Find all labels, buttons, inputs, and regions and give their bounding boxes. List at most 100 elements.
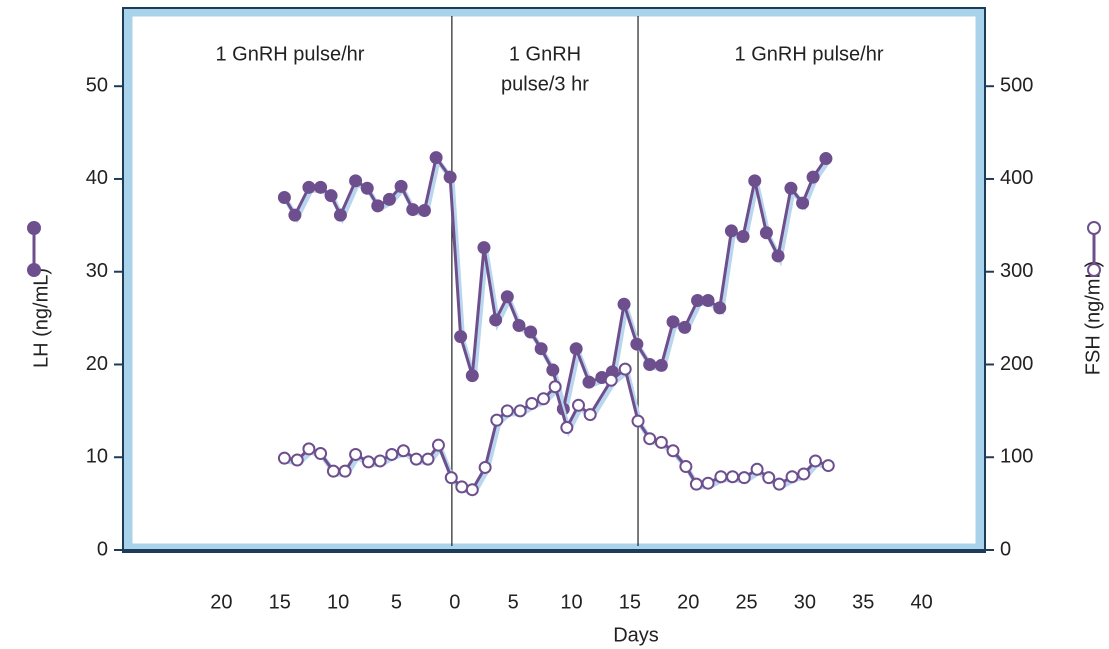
point bbox=[678, 320, 692, 334]
x-tick-label: 40 bbox=[911, 591, 933, 613]
y2-axis-label: FSH (ng/mL) bbox=[1082, 261, 1104, 375]
point bbox=[572, 398, 586, 412]
point bbox=[477, 241, 491, 255]
point bbox=[750, 462, 764, 476]
point bbox=[500, 290, 514, 304]
point bbox=[548, 380, 562, 394]
point bbox=[385, 447, 399, 461]
x-tick-label: 10 bbox=[560, 591, 582, 613]
point bbox=[819, 152, 833, 166]
point bbox=[797, 467, 811, 481]
point bbox=[465, 483, 479, 497]
point bbox=[643, 357, 657, 371]
point bbox=[546, 363, 560, 377]
y-axis-label: LH (ng/mL) bbox=[30, 268, 52, 368]
y-tick-label: 50 bbox=[86, 74, 108, 96]
y2-tick-label: 100 bbox=[1000, 446, 1033, 468]
point bbox=[796, 196, 810, 210]
point bbox=[455, 480, 469, 494]
x-tick-label: 0 bbox=[449, 591, 460, 613]
x-tick-label: 5 bbox=[508, 591, 519, 613]
point bbox=[643, 432, 657, 446]
point bbox=[443, 170, 457, 184]
legend-icon bbox=[1087, 263, 1101, 277]
x-tick-label: 15 bbox=[619, 591, 641, 613]
point bbox=[736, 229, 750, 243]
point bbox=[560, 421, 574, 435]
point bbox=[689, 477, 703, 491]
point bbox=[536, 392, 550, 406]
point bbox=[454, 330, 468, 344]
point bbox=[525, 396, 539, 410]
point bbox=[349, 447, 363, 461]
point bbox=[333, 208, 347, 222]
point bbox=[394, 179, 408, 193]
x-axis-label: Days bbox=[613, 624, 659, 646]
point bbox=[490, 413, 504, 427]
point bbox=[691, 293, 705, 307]
y-tick-label: 10 bbox=[86, 446, 108, 468]
point bbox=[324, 189, 338, 203]
point bbox=[771, 249, 785, 263]
point bbox=[617, 297, 631, 311]
phase-label: 1 GnRH bbox=[509, 43, 581, 65]
point bbox=[654, 358, 668, 372]
point bbox=[748, 174, 762, 188]
point bbox=[714, 470, 728, 484]
y-tick-label: 20 bbox=[86, 353, 108, 375]
phase-label: 1 GnRH pulse/hr bbox=[735, 43, 884, 65]
point bbox=[534, 342, 548, 356]
point bbox=[604, 373, 618, 387]
point bbox=[666, 315, 680, 329]
phase-label: pulse/3 hr bbox=[501, 73, 589, 95]
point bbox=[277, 191, 291, 205]
point bbox=[583, 408, 597, 422]
point bbox=[618, 362, 632, 376]
y2-tick-label: 300 bbox=[1000, 260, 1033, 282]
x-tick-label: 10 bbox=[327, 591, 349, 613]
y2-tick-label: 0 bbox=[1000, 538, 1011, 560]
y-tick-label: 30 bbox=[86, 260, 108, 282]
point bbox=[444, 471, 458, 485]
plot-frame-outline bbox=[122, 7, 986, 553]
point bbox=[821, 459, 835, 473]
point bbox=[360, 181, 374, 195]
point bbox=[314, 180, 328, 194]
point bbox=[302, 180, 316, 194]
point bbox=[512, 319, 526, 333]
phase-label: 1 GnRH pulse/hr bbox=[215, 43, 364, 65]
point bbox=[569, 342, 583, 356]
point bbox=[582, 375, 596, 389]
point bbox=[349, 174, 363, 188]
point bbox=[288, 208, 302, 222]
x-tick-label: 5 bbox=[391, 591, 402, 613]
point bbox=[785, 470, 799, 484]
point bbox=[396, 444, 410, 458]
point bbox=[737, 471, 751, 485]
x-tick-label: 25 bbox=[735, 591, 757, 613]
point bbox=[808, 454, 822, 468]
point bbox=[371, 199, 385, 213]
point bbox=[679, 460, 693, 474]
point bbox=[701, 293, 715, 307]
point bbox=[631, 414, 645, 428]
point bbox=[713, 301, 727, 315]
point bbox=[429, 151, 443, 165]
point bbox=[431, 438, 445, 452]
point bbox=[361, 455, 375, 469]
point bbox=[314, 447, 328, 461]
point bbox=[478, 460, 492, 474]
point bbox=[654, 435, 668, 449]
point bbox=[406, 203, 420, 217]
point bbox=[701, 476, 715, 490]
y2-tick-label: 200 bbox=[1000, 353, 1033, 375]
point bbox=[666, 444, 680, 458]
point bbox=[806, 170, 820, 184]
y2-tick-label: 400 bbox=[1000, 167, 1033, 189]
x-tick-label: 20 bbox=[677, 591, 699, 613]
point bbox=[630, 337, 644, 351]
y-tick-label: 40 bbox=[86, 167, 108, 189]
point bbox=[277, 451, 291, 465]
point bbox=[762, 471, 776, 485]
